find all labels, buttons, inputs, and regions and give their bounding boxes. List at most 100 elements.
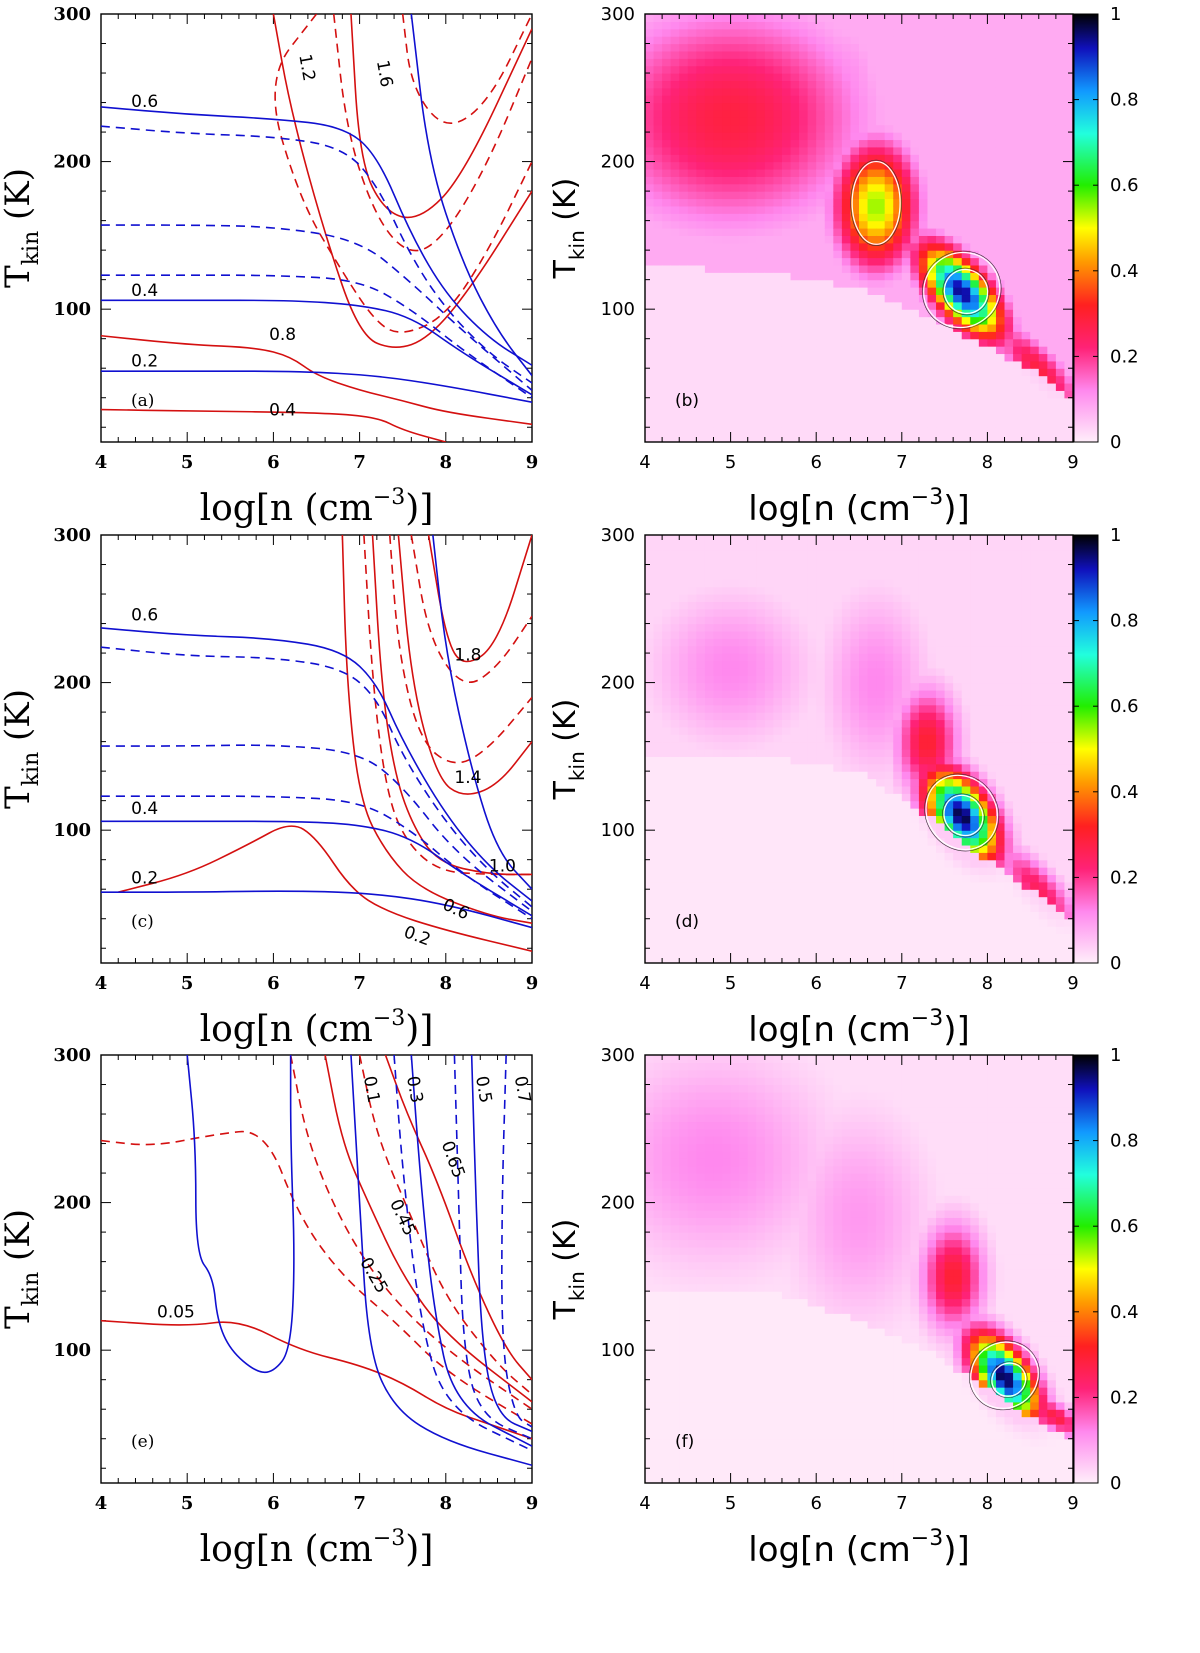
heatmap-cell: [799, 881, 809, 890]
heatmap-cell: [799, 264, 809, 273]
heatmap-cell: [764, 815, 774, 824]
heatmap-cell: [833, 616, 843, 625]
heatmap-cell: [1004, 36, 1014, 45]
heatmap-cell: [901, 146, 911, 155]
heatmap-cell: [824, 822, 834, 831]
heatmap-cell: [1013, 331, 1023, 340]
heatmap-cell: [884, 117, 894, 126]
heatmap-cell: [824, 102, 834, 111]
heatmap-cell: [713, 287, 723, 296]
heatmap-cell: [696, 955, 706, 963]
heatmap-cell: [918, 213, 929, 222]
heatmap-cell: [730, 734, 740, 743]
heatmap-cell: [876, 161, 886, 170]
heatmap-cell: [773, 272, 783, 281]
heatmap-cell: [1047, 117, 1057, 126]
heatmap-cell: [1047, 368, 1057, 377]
heatmap-cell: [995, 434, 1006, 442]
heatmap-cell: [884, 405, 894, 414]
heatmap-cell: [970, 124, 980, 133]
heatmap-cell: [807, 586, 817, 595]
heatmap-cell: [653, 58, 663, 67]
heatmap-cell: [687, 390, 697, 399]
heatmap-cell: [704, 434, 715, 442]
heatmap-cell: [816, 837, 826, 846]
heatmap-cell: [833, 653, 843, 662]
heatmap-cell: [867, 948, 877, 957]
heatmap-cell: [799, 911, 809, 920]
heatmap-cell: [653, 294, 663, 303]
heatmap-cell: [670, 926, 680, 935]
heatmap-cell: [876, 109, 886, 118]
heatmap-cell: [927, 36, 937, 45]
heatmap-cell: [927, 213, 937, 222]
heatmap-cell: [816, 412, 826, 421]
heatmap-cell: [901, 294, 911, 303]
heatmap-cell: [833, 918, 843, 927]
heatmap-cell: [944, 43, 954, 52]
heatmap-cell: [679, 881, 689, 890]
heatmap-cell: [918, 21, 929, 30]
heatmap-cell: [653, 749, 663, 757]
heatmap-cell: [841, 926, 852, 935]
heatmap-cell: [764, 689, 774, 698]
heatmap-cell: [901, 198, 911, 207]
heatmap-cell: [645, 549, 655, 558]
heatmap-cell: [713, 419, 723, 428]
heatmap-cell: [1021, 146, 1031, 155]
heatmap-cell: [1055, 146, 1066, 155]
heatmap-cell: [927, 434, 937, 442]
heatmap-cell: [704, 220, 715, 229]
heatmap-cell: [670, 368, 680, 377]
heatmap-cell: [1021, 176, 1031, 185]
heatmap-cell: [961, 323, 971, 332]
heatmap-cell: [970, 294, 980, 303]
heatmap-cell: [961, 109, 971, 118]
heatmap-cell: [824, 682, 834, 691]
heatmap-cell: [747, 660, 757, 669]
heatmap-cell: [687, 704, 697, 713]
heatmap-cell: [704, 14, 715, 22]
heatmap-cell: [1047, 213, 1057, 222]
contour-ellipse-outline: [921, 250, 1002, 330]
heatmap-cell: [1055, 419, 1066, 428]
heatmap-cell: [670, 675, 680, 684]
heatmap-cell: [653, 168, 663, 177]
heatmap-cell: [781, 338, 792, 347]
heatmap-cell: [764, 294, 774, 303]
heatmap-cell: [781, 176, 792, 185]
heatmap-cell: [841, 741, 852, 750]
heatmap-cell: [696, 191, 706, 200]
heatmap-cell: [893, 837, 903, 846]
heatmap-cell: [730, 397, 740, 406]
heatmap-cell: [884, 940, 894, 949]
heatmap-cell: [790, 109, 800, 118]
heatmap-cell: [859, 616, 869, 625]
heatmap-cell: [859, 316, 869, 325]
heatmap-cell: [859, 771, 869, 780]
heatmap-cell: [944, 198, 954, 207]
heatmap-cell: [645, 579, 655, 588]
heatmap-cell: [645, 65, 655, 74]
heatmap-cell: [824, 918, 834, 927]
heatmap-cell: [816, 65, 826, 74]
heatmap-cell: [970, 434, 980, 442]
heatmap-cell: [859, 264, 869, 273]
heatmap-cell: [679, 168, 689, 177]
heatmap-cell: [670, 331, 680, 340]
heatmap-cell: [645, 183, 655, 192]
heatmap-cell: [679, 368, 689, 377]
heatmap-cell: [884, 434, 894, 442]
heatmap-cell: [645, 948, 655, 957]
heatmap-cell: [961, 264, 971, 273]
heatmap-cell: [901, 220, 911, 229]
heatmap-cell: [653, 109, 663, 118]
heatmap-cell: [1013, 154, 1023, 163]
heatmap-cell: [1021, 264, 1031, 273]
heatmap-cell: [850, 14, 860, 22]
heatmap-cell: [713, 73, 723, 82]
heatmap-cell: [893, 844, 903, 853]
heatmap-cell: [764, 749, 774, 757]
heatmap-cell: [773, 102, 783, 111]
heatmap-cell: [987, 287, 997, 296]
